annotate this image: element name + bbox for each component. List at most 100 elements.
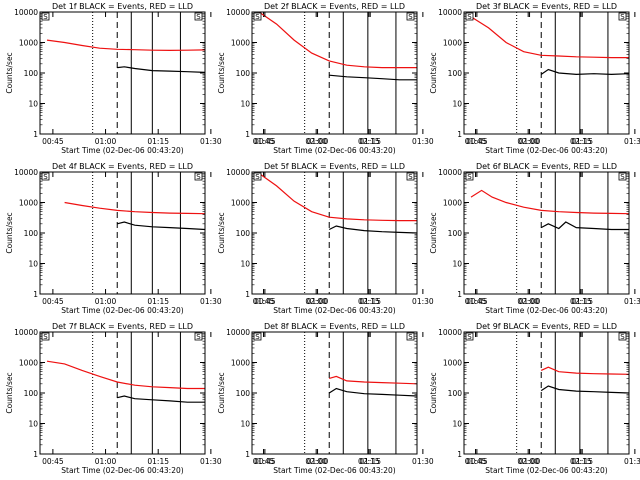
y-tick-label: 10000 bbox=[14, 328, 38, 337]
x-axis-label: Start Time (02-Dec-06 00:43:20) bbox=[485, 306, 607, 315]
x-tick-label: 01:00 bbox=[307, 297, 329, 306]
x-tick-label: 01:45 bbox=[465, 457, 487, 466]
y-axis-label: Counts/sec bbox=[429, 52, 438, 93]
flag-right: S bbox=[406, 12, 415, 21]
flag-label: S bbox=[43, 13, 48, 21]
flag-left: S bbox=[253, 172, 262, 181]
plot-frame bbox=[251, 171, 418, 295]
panel-title: Det 8f BLACK = Events, RED = LLD bbox=[264, 322, 405, 331]
y-tick-label: 1 bbox=[245, 450, 250, 459]
x-tick-label: 00:45 bbox=[42, 137, 64, 146]
flag-left: S bbox=[253, 12, 262, 21]
y-tick-label: 10000 bbox=[438, 328, 462, 337]
x-tick-label: 01:15 bbox=[147, 297, 169, 306]
lld-series-line bbox=[540, 366, 629, 375]
x-axis-label: Start Time (02-Dec-06 00:43:20) bbox=[273, 466, 395, 475]
flag-right: S bbox=[618, 332, 627, 341]
y-tick-label: 100 bbox=[236, 229, 251, 238]
x-tick-label: 01:15 bbox=[359, 297, 381, 306]
y-tick-label: 10 bbox=[240, 260, 250, 269]
y-axis-label: Counts/sec bbox=[5, 372, 14, 413]
y-tick-label: 1000 bbox=[19, 359, 38, 368]
flag-label: S bbox=[467, 173, 472, 181]
x-tick-label: 02:15 bbox=[570, 457, 592, 466]
y-axis-label: Counts/sec bbox=[217, 372, 226, 413]
plot-frame bbox=[463, 331, 630, 455]
lld-series-line bbox=[470, 16, 629, 59]
events-series-line bbox=[329, 74, 417, 81]
events-series-line bbox=[540, 221, 629, 231]
y-tick-label: 1000 bbox=[443, 359, 462, 368]
flag-right: S bbox=[194, 172, 203, 181]
flag-label: S bbox=[620, 333, 625, 341]
y-axis-label: Counts/sec bbox=[429, 212, 438, 253]
x-tick-label: 01:15 bbox=[359, 457, 381, 466]
x-tick-label: 01:45 bbox=[253, 457, 275, 466]
flag-label: S bbox=[467, 333, 472, 341]
x-tick-label: 01:45 bbox=[253, 137, 275, 146]
plot-area bbox=[64, 172, 205, 294]
panel-title: Det 4f BLACK = Events, RED = LLD bbox=[52, 162, 193, 171]
x-tick-label: 00:45 bbox=[254, 297, 276, 306]
lld-series-line bbox=[329, 375, 417, 385]
events-series-line bbox=[540, 385, 629, 394]
x-tick-label: 01:45 bbox=[465, 137, 487, 146]
y-tick-label: 10 bbox=[240, 100, 250, 109]
x-tick-label: 01:00 bbox=[95, 457, 117, 466]
y-tick-label: 100 bbox=[24, 389, 39, 398]
panel-title: Det 1f BLACK = Events, RED = LLD bbox=[52, 2, 193, 11]
events-series-line bbox=[117, 395, 205, 403]
y-axis-label: Counts/sec bbox=[5, 52, 14, 93]
y-tick-label: 1000 bbox=[443, 199, 462, 208]
flag-box bbox=[618, 12, 627, 21]
x-axis-label: Start Time (02-Dec-06 00:43:20) bbox=[61, 466, 183, 475]
x-axis-label: Start Time (02-Dec-06 00:43:20) bbox=[485, 146, 607, 155]
panel-title: Det 6f BLACK = Events, RED = LLD bbox=[476, 162, 617, 171]
x-tick-label: 01:15 bbox=[147, 137, 169, 146]
x-tick-label: 01:00 bbox=[307, 457, 329, 466]
y-tick-label: 10 bbox=[28, 100, 38, 109]
y-tick-label: 1000 bbox=[231, 359, 250, 368]
flag-box bbox=[194, 172, 203, 181]
flag-left: S bbox=[465, 12, 474, 21]
y-tick-label: 1 bbox=[245, 290, 250, 299]
y-axis-label: Counts/sec bbox=[217, 212, 226, 253]
y-tick-label: 1000 bbox=[443, 39, 462, 48]
flag-label: S bbox=[255, 13, 260, 21]
x-tick-label: 01:15 bbox=[147, 457, 169, 466]
flag-left: S bbox=[41, 172, 50, 181]
y-tick-label: 100 bbox=[236, 389, 251, 398]
y-axis-label: Counts/sec bbox=[217, 52, 226, 93]
flag-box bbox=[406, 172, 415, 181]
x-tick-label: 02:15 bbox=[358, 297, 380, 306]
y-tick-label: 10 bbox=[452, 260, 462, 269]
flag-box bbox=[194, 12, 203, 21]
x-tick-label: 02:15 bbox=[570, 297, 592, 306]
flag-label: S bbox=[196, 13, 201, 21]
flag-left: S bbox=[465, 172, 474, 181]
plot-area bbox=[258, 12, 417, 134]
flag-box bbox=[194, 332, 203, 341]
x-axis-label: Start Time (02-Dec-06 00:43:20) bbox=[273, 306, 395, 315]
x-tick-label: 01:00 bbox=[519, 137, 541, 146]
x-axis-label: Start Time (02-Dec-06 00:43:20) bbox=[61, 146, 183, 155]
y-tick-label: 10000 bbox=[226, 8, 250, 17]
flag-left: S bbox=[41, 12, 50, 21]
x-tick-label: 00:45 bbox=[466, 137, 488, 146]
y-tick-label: 1 bbox=[33, 290, 38, 299]
x-tick-label: 01:30 bbox=[412, 457, 434, 466]
x-tick-label: 01:30 bbox=[200, 457, 222, 466]
x-tick-label: 01:30 bbox=[412, 137, 434, 146]
panel-title: Det 7f BLACK = Events, RED = LLD bbox=[52, 322, 193, 331]
plot-area bbox=[470, 172, 629, 294]
x-tick-label: 01:30 bbox=[200, 297, 222, 306]
events-series-line bbox=[540, 68, 629, 76]
x-tick-label: 01:30 bbox=[624, 297, 640, 306]
plot-frame bbox=[463, 171, 630, 295]
flag-label: S bbox=[43, 173, 48, 181]
x-tick-label: 02:15 bbox=[358, 137, 380, 146]
x-tick-label: 01:00 bbox=[95, 137, 117, 146]
